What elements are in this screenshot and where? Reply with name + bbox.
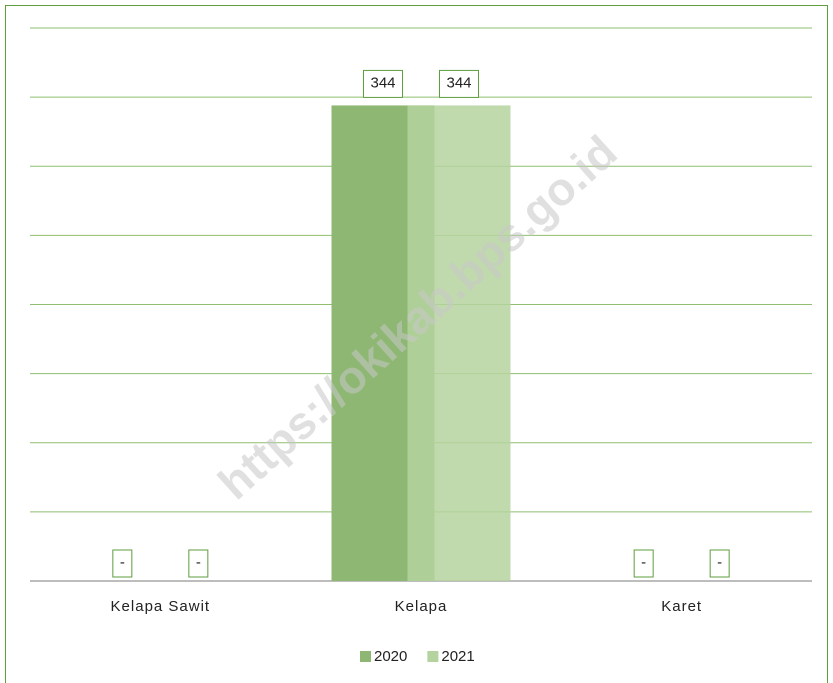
legend-label: 2020 [374,648,407,665]
data-label: 344 [370,74,395,91]
data-label: 344 [446,74,471,91]
x-tick-label: Karet [661,598,702,615]
data-label: - [196,554,201,571]
data-label-box [438,69,480,98]
x-tick-label: Kelapa [395,598,448,615]
data-label-box [188,549,209,578]
legend-swatch [360,651,371,662]
plot-area: Kelapa Sawit - - Kelapa 344 344 Karet - - 2020 202… [30,27,812,665]
legend-label: 2021 [441,648,474,665]
data-label-box [112,549,133,578]
data-label-box [709,549,730,578]
data-label-box [633,549,654,578]
bar [407,105,511,582]
legend-swatch [427,651,439,662]
data-label-box [362,69,404,98]
data-label: - [641,554,646,571]
x-tick-label: Kelapa Sawit [111,598,211,615]
data-label: - [120,554,125,571]
data-label: - [717,554,722,571]
